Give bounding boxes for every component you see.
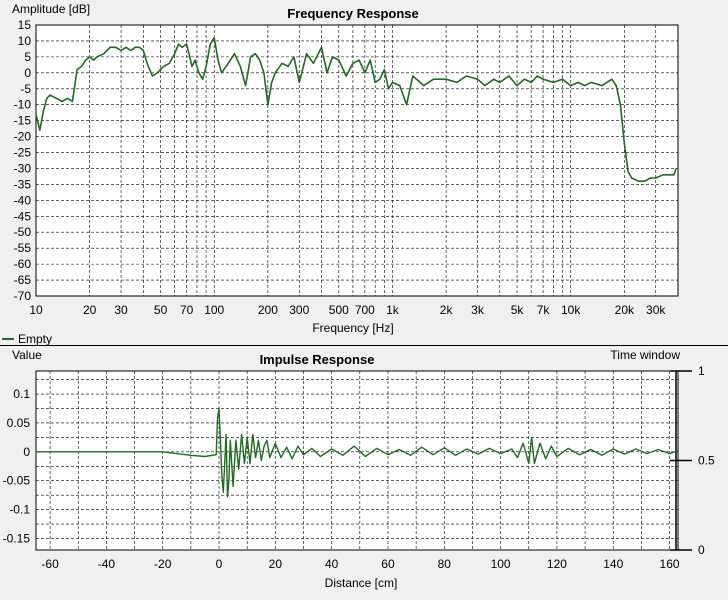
time-window-tick-label: 0.5 [698, 454, 715, 468]
y2-axis-label: Time window [610, 348, 680, 362]
y-tick-label: -25 [14, 146, 32, 160]
y-tick-label: -0.05 [3, 474, 31, 488]
y-tick-label: -20 [14, 130, 32, 144]
x-tick-label: 3k [471, 303, 485, 317]
y-tick-label: 5 [24, 50, 31, 64]
plot-area [35, 370, 679, 551]
y-tick-label: -55 [14, 241, 32, 255]
impulse-response-chart: 0.1 0.05 0 -0.05 -0.1 -0.15 -60 -40 -20 0 20 40 60 80… [3, 348, 715, 590]
x-tick-label: 2k [440, 303, 454, 317]
y-tick-label: -10 [14, 98, 32, 112]
x-tick-label: 10k [561, 303, 581, 317]
x-tick-label: 80 [438, 557, 452, 571]
x-tick-label: 7k [537, 303, 551, 317]
y-tick-label: -35 [14, 177, 32, 191]
y-tick-label: -50 [14, 225, 32, 239]
y-tick-label: -40 [14, 193, 32, 207]
frequency-response-chart: 151050-5-10-15-20-25-30-35-40-45-50-55-6… [2, 2, 679, 345]
y-tick-label: 15 [18, 18, 32, 32]
plot-area [35, 24, 679, 297]
x-tick-label: 60 [381, 557, 395, 571]
x-tick-label: 140 [603, 557, 623, 571]
y-tick-label: 0.05 [7, 416, 31, 430]
y-axis-label: Value [12, 348, 42, 362]
series-line-empty [35, 36, 677, 182]
x-tick-label: 120 [547, 557, 567, 571]
y-axis-label: Amplitude [dB] [12, 2, 90, 16]
x-tick-label: 70 [180, 303, 194, 317]
x-tick-label: 300 [289, 303, 309, 317]
x-tick-label: 5k [511, 303, 525, 317]
x-tick-label: 100 [491, 557, 511, 571]
x-tick-label: 30k [646, 303, 666, 317]
y-tick-label: -60 [14, 257, 32, 271]
x-tick-label: 700 [355, 303, 375, 317]
y-tick-label: -70 [14, 289, 32, 303]
y-tick-label: -0.15 [3, 531, 31, 545]
y-tick-label: -30 [14, 161, 32, 175]
x-tick-label: 10 [29, 303, 43, 317]
y-tick-label: 10 [18, 34, 32, 48]
y-tick-label: 0 [23, 445, 30, 459]
x-tick-label: 1k [386, 303, 400, 317]
x-tick-label: -40 [98, 557, 116, 571]
x-tick-label: 200 [258, 303, 278, 317]
time-window-tick-label: 0 [698, 543, 705, 557]
x-tick-label: 30 [114, 303, 128, 317]
y-tick-label: 0 [24, 66, 31, 80]
x-tick-label: 20 [83, 303, 97, 317]
y-tick-label: -45 [14, 209, 32, 223]
x-tick-label: 160 [660, 557, 680, 571]
x-axis-label: Distance [cm] [325, 576, 398, 590]
impulse-series-line [36, 407, 679, 498]
x-tick-label: 20 [269, 557, 283, 571]
y-tick-label: -0.1 [9, 503, 30, 517]
chart-title: Impulse Response [260, 352, 375, 367]
x-axis-label: Frequency [Hz] [312, 321, 393, 335]
panel-divider [0, 345, 728, 346]
x-tick-label: -20 [154, 557, 172, 571]
x-tick-label: 50 [154, 303, 168, 317]
x-tick-label: 500 [329, 303, 349, 317]
y-tick-label: 0.1 [13, 387, 30, 401]
y-tick-label: -65 [14, 273, 32, 287]
x-tick-label: 20k [615, 303, 635, 317]
x-tick-label: 0 [216, 557, 223, 571]
x-tick-label: 40 [325, 557, 339, 571]
x-tick-label: 100 [204, 303, 224, 317]
time-window-tick-label: 1 [698, 364, 705, 378]
legend-label: Empty [18, 332, 52, 345]
x-tick-label: -60 [41, 557, 59, 571]
y-tick-label: -15 [14, 114, 32, 128]
y-tick-label: -5 [20, 82, 31, 96]
chart-title: Frequency Response [287, 6, 419, 21]
